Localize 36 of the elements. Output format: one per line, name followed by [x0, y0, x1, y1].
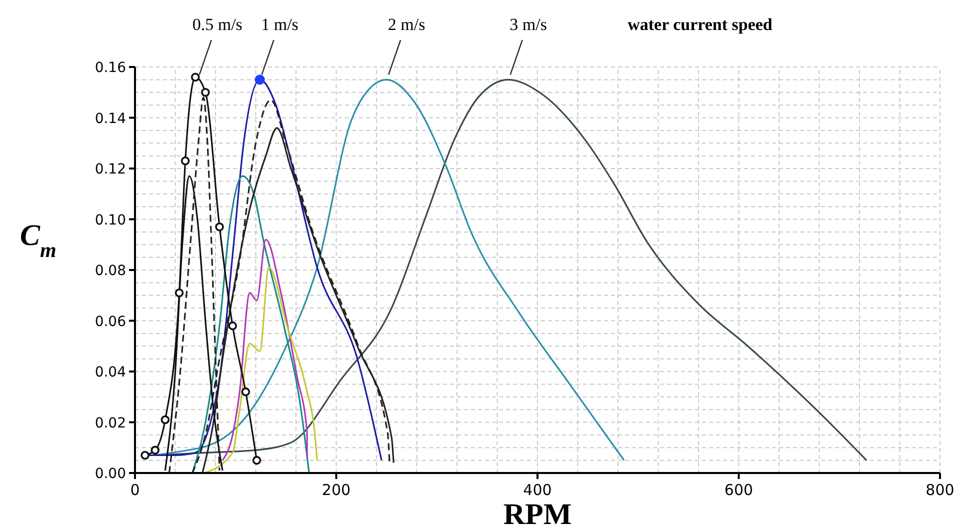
annotation: 1 m/s	[261, 15, 298, 34]
y-tick-label: 0.10	[94, 212, 126, 228]
x-tick-label: 600	[724, 481, 754, 499]
y-tick-label: 0.02	[94, 415, 126, 432]
point	[174, 288, 184, 298]
point	[140, 450, 150, 460]
y-tick-label: 0.08	[94, 263, 126, 279]
point	[228, 321, 238, 330]
x-tick-label: 0	[130, 481, 140, 499]
x-tick-label: 400	[523, 481, 552, 499]
point	[201, 88, 210, 97]
line-series	[192, 175, 310, 474]
annotation: 2 m/s	[388, 15, 426, 34]
y-tick-label: 0.00	[94, 466, 126, 482]
point	[180, 156, 190, 166]
point	[241, 387, 250, 396]
line-series	[222, 238, 308, 462]
point	[150, 446, 160, 455]
line-series	[204, 266, 318, 474]
y-tick-label: 0.06	[94, 314, 126, 330]
y-tick-label: 0.04	[94, 364, 126, 380]
x-axis-title: RPM	[503, 498, 572, 528]
x-tick-label: 200	[322, 481, 351, 499]
point	[160, 415, 170, 424]
y-tick-label: 0.12	[94, 162, 126, 178]
y-tick-label: 0.16	[94, 60, 126, 76]
point	[252, 456, 262, 465]
x-tick-label: 800	[926, 481, 954, 499]
point	[190, 72, 200, 82]
y-axis-title: C$_{m}$	[20, 219, 56, 262]
point	[254, 74, 265, 85]
annotation: 0.5 m/s	[192, 15, 242, 34]
point	[215, 222, 224, 232]
y-tick-label: 0.14	[94, 110, 126, 127]
text: water current speed	[628, 15, 773, 34]
annotation: 3 m/s	[510, 15, 547, 34]
